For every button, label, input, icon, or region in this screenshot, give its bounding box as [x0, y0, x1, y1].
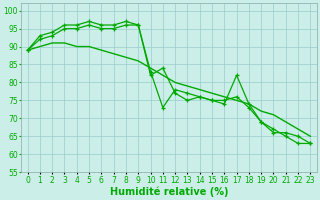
X-axis label: Humidité relative (%): Humidité relative (%)	[110, 186, 228, 197]
